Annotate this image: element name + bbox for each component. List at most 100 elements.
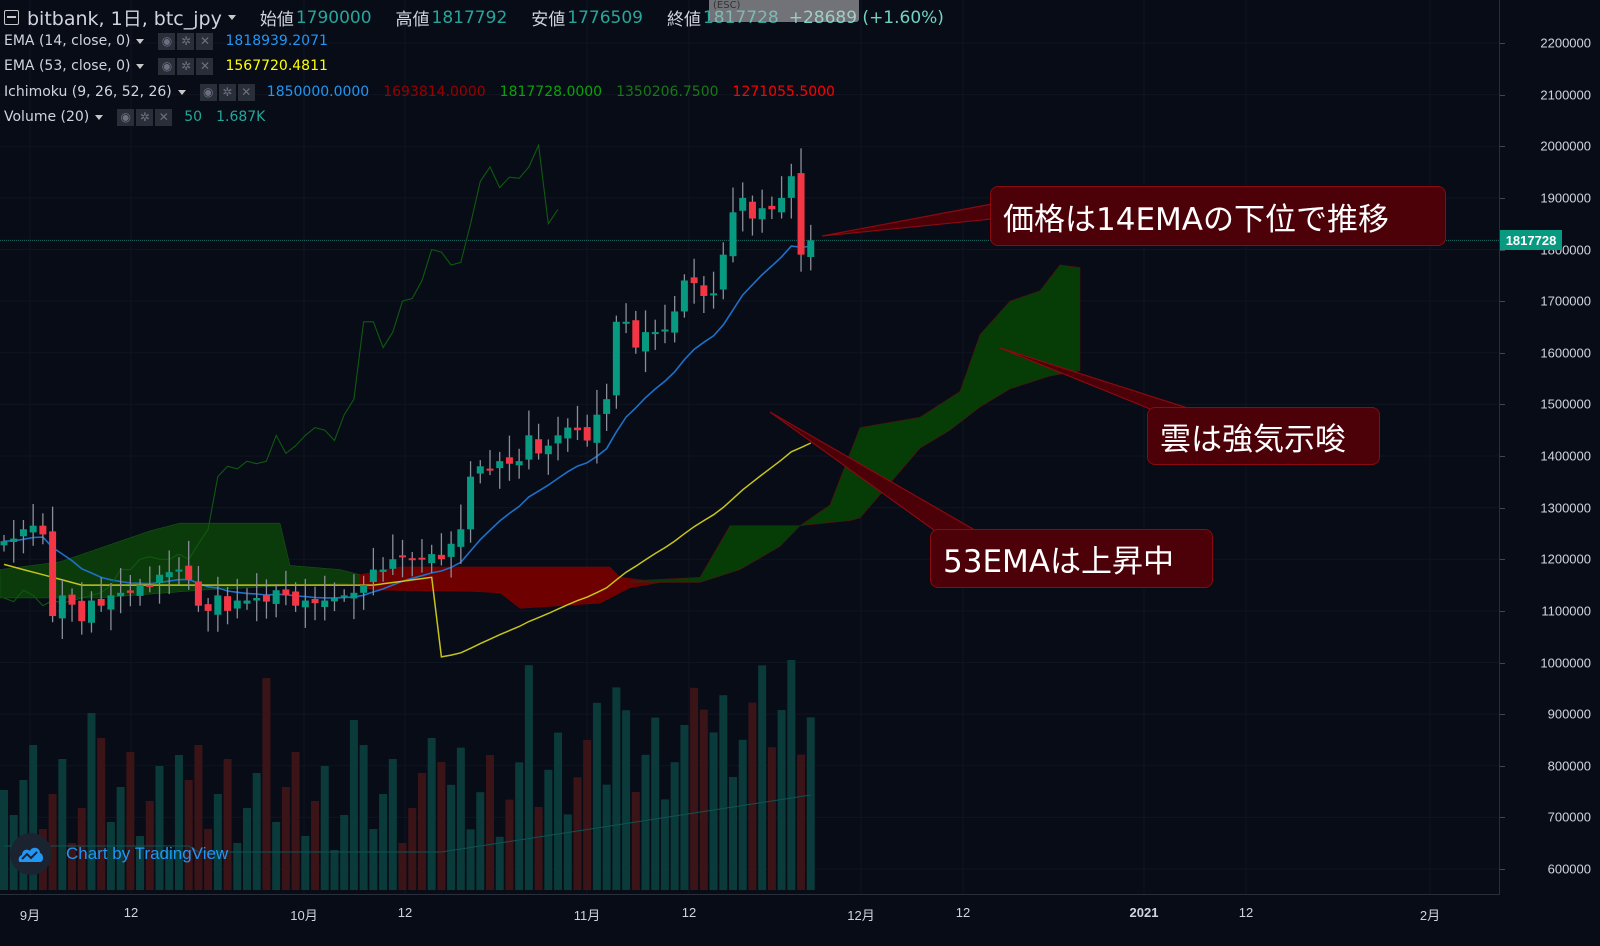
time-tick: 12 [123,905,139,920]
price-tickmark [1500,404,1505,406]
eye-icon[interactable]: ◉ [158,32,176,50]
annotation-callout[interactable]: 53EMAは上昇中 [930,529,1213,588]
close-label: 終値 [666,10,701,30]
candlesticks [0,148,815,640]
price-tickmark [1500,714,1505,716]
indicator-name[interactable]: EMA (53, close, 0) [4,58,131,74]
indicator-row: Volume (20) ◉ ✲ ✕ 50 1.687K [4,107,279,127]
indicator-buttons: ◉ ✲ ✕ [117,108,174,126]
indicator-value: 1693814.0000 [383,84,486,100]
close-icon[interactable]: ✕ [196,32,214,50]
price-tick: 1000000 [1540,655,1591,670]
gear-icon[interactable]: ✲ [136,108,154,126]
price-tick: 1100000 [1541,603,1591,619]
price-tickmark [1500,197,1505,199]
tradingview-logo-icon [10,833,52,875]
symbol-title[interactable]: bitbank, 1日, btc_jpy [27,8,222,30]
indicator-value: 1.687K [216,109,266,125]
low-value: 1776509 [567,7,643,28]
indicator-name[interactable]: EMA (14, close, 0) [4,33,131,49]
time-tick: 2月 [1419,908,1441,923]
indicator-value: 1850000.0000 [266,84,370,100]
indicator-value: 1350206.7500 [616,84,719,100]
indicator-row: EMA (14, close, 0) ◉ ✲ ✕ 1818939.2071 [4,31,342,51]
tradingview-watermark[interactable]: Chart by TradingView [10,833,228,875]
chevron-down-icon[interactable] [227,15,236,20]
price-tickmark [1500,662,1505,664]
price-tick: 1200000 [1540,551,1591,567]
price-scale[interactable]: 2200000 2100000 2000000 1900000 1800000 17000… [1500,0,1600,895]
price-tickmark [1500,507,1505,509]
time-tick: 12 [1238,905,1254,920]
indicator-name[interactable]: Volume (20) [4,109,90,125]
price-tickmark [1500,765,1505,767]
price-tickmark [1500,456,1505,457]
price-tick: 700000 [1547,809,1591,825]
price-tick: 2200000 [1540,35,1591,51]
price-tick: 600000 [1547,861,1591,877]
price-tickmark [1500,146,1505,148]
price-tickmark [1500,301,1505,303]
price-tickmark [1500,43,1505,44]
close-icon[interactable]: ✕ [237,83,255,101]
price-tick: 1700000 [1540,293,1591,309]
price-tickmark [1500,559,1505,561]
indicator-row: EMA (53, close, 0) ◉ ✲ ✕ 1567720.4811 [4,56,342,76]
time-axis[interactable]: 9月 12 10月 12 11月 12 12月 12 2021 12 2月 [0,895,1500,946]
time-tick: 9月 [19,908,41,923]
time-tick: 11月 [573,908,601,923]
chevron-down-icon[interactable] [177,89,186,95]
last-price-label: 1817728 [1500,230,1562,251]
time-tick: 12 [397,905,413,920]
indicator-buttons: ◉ ✲ ✕ [158,32,215,50]
gear-icon[interactable]: ✲ [177,32,195,50]
price-tickmark [1500,610,1505,612]
price-tickmark [1500,869,1505,870]
close-icon[interactable]: ✕ [196,57,214,75]
eye-icon[interactable]: ◉ [117,108,135,126]
high-label: 高値 [395,10,430,30]
indicator-buttons: ◉ ✲ ✕ [158,57,215,75]
eye-icon[interactable]: ◉ [199,83,217,101]
watermark-text: Chart by TradingView [66,844,229,863]
close-icon[interactable]: ✕ [155,108,173,126]
price-tick: 800000 [1547,758,1591,774]
indicator-row: Ichimoku (9, 26, 52, 26) ◉ ✲ ✕ 1850000.0000 1… [4,82,849,102]
time-tick: 12 [955,905,971,920]
eye-icon[interactable]: ◉ [158,57,176,75]
time-tick: 12月 [847,908,875,923]
low-label: 安値 [531,10,566,30]
esc-hint-text: (ESC) [713,0,741,11]
chevron-down-icon[interactable] [136,38,145,44]
collapse-legend-icon[interactable] [4,10,19,25]
indicator-value: 1817728.0000 [499,84,603,100]
price-tick: 1400000 [1540,448,1591,464]
price-tickmark [1500,817,1505,819]
esc-hint-overlay: (ESC) [709,0,859,22]
gear-icon[interactable]: ✲ [218,83,236,101]
indicator-name[interactable]: Ichimoku (9, 26, 52, 26) [4,84,172,100]
indicator-buttons: ◉ ✲ ✕ [199,83,257,101]
annotation-callout[interactable]: 雲は強気示唆 [1147,407,1380,465]
price-tick: 1600000 [1540,345,1591,361]
price-tick: 900000 [1547,706,1591,722]
price-tick: 1900000 [1540,190,1591,206]
indicator-value: 1567720.4811 [225,58,328,74]
open-label: 始値 [259,10,294,30]
price-tick: 1300000 [1540,500,1591,516]
chevron-down-icon[interactable] [95,114,104,120]
open-value: 1790000 [295,7,372,28]
chevron-down-icon[interactable] [136,63,145,69]
volume-bars [0,660,815,890]
price-tick: 2000000 [1540,138,1591,154]
indicator-value: 50 [184,109,203,125]
time-tick: 10月 [290,908,318,923]
high-value: 1817792 [431,7,508,28]
gear-icon[interactable]: ✲ [177,57,195,75]
price-tick: 1500000 [1540,396,1591,412]
time-tick: 12 [681,905,697,920]
price-tick: 2100000 [1540,87,1591,103]
annotation-callout[interactable]: 価格は14EMAの下位で推移 [990,186,1446,246]
indicator-value: 1271055.5000 [732,84,835,100]
